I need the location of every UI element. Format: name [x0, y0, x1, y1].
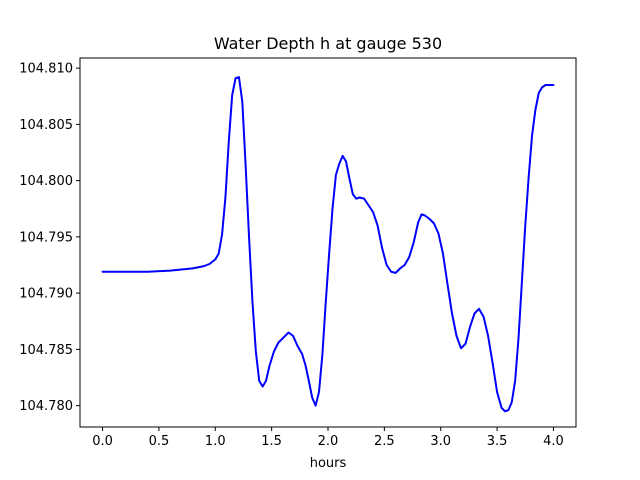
y-tick-label: 104.805 [19, 118, 73, 133]
x-tick-label: 3.0 [430, 434, 451, 449]
y-tick-label: 104.800 [19, 174, 73, 189]
x-tick-label: 0.0 [92, 434, 113, 449]
x-axis-label: hours [310, 456, 347, 471]
y-tick-label: 104.790 [19, 287, 73, 302]
x-tick-label: 3.5 [487, 434, 508, 449]
x-tick-label: 2.5 [374, 434, 395, 449]
x-tick-label: 0.5 [149, 434, 170, 449]
x-tick-label: 2.0 [318, 434, 339, 449]
y-axis: 104.780 104.785 104.790 104.795 104.800 104.8… [19, 62, 80, 414]
x-tick-label: 4.0 [543, 434, 564, 449]
y-tick-label: 104.795 [19, 230, 73, 245]
y-tick-label: 104.780 [19, 399, 73, 414]
x-tick-label: 1.5 [261, 434, 282, 449]
x-axis: 0.0 0.5 1.0 1.5 2.0 2.5 3.0 3.5 4.0 [92, 427, 564, 449]
y-tick-label: 104.810 [19, 62, 73, 77]
series-line-water-depth [101, 76, 555, 413]
y-tick-label: 104.785 [19, 343, 73, 358]
x-tick-label: 1.0 [205, 434, 226, 449]
chart-title: Water Depth h at gauge 530 [214, 34, 442, 53]
